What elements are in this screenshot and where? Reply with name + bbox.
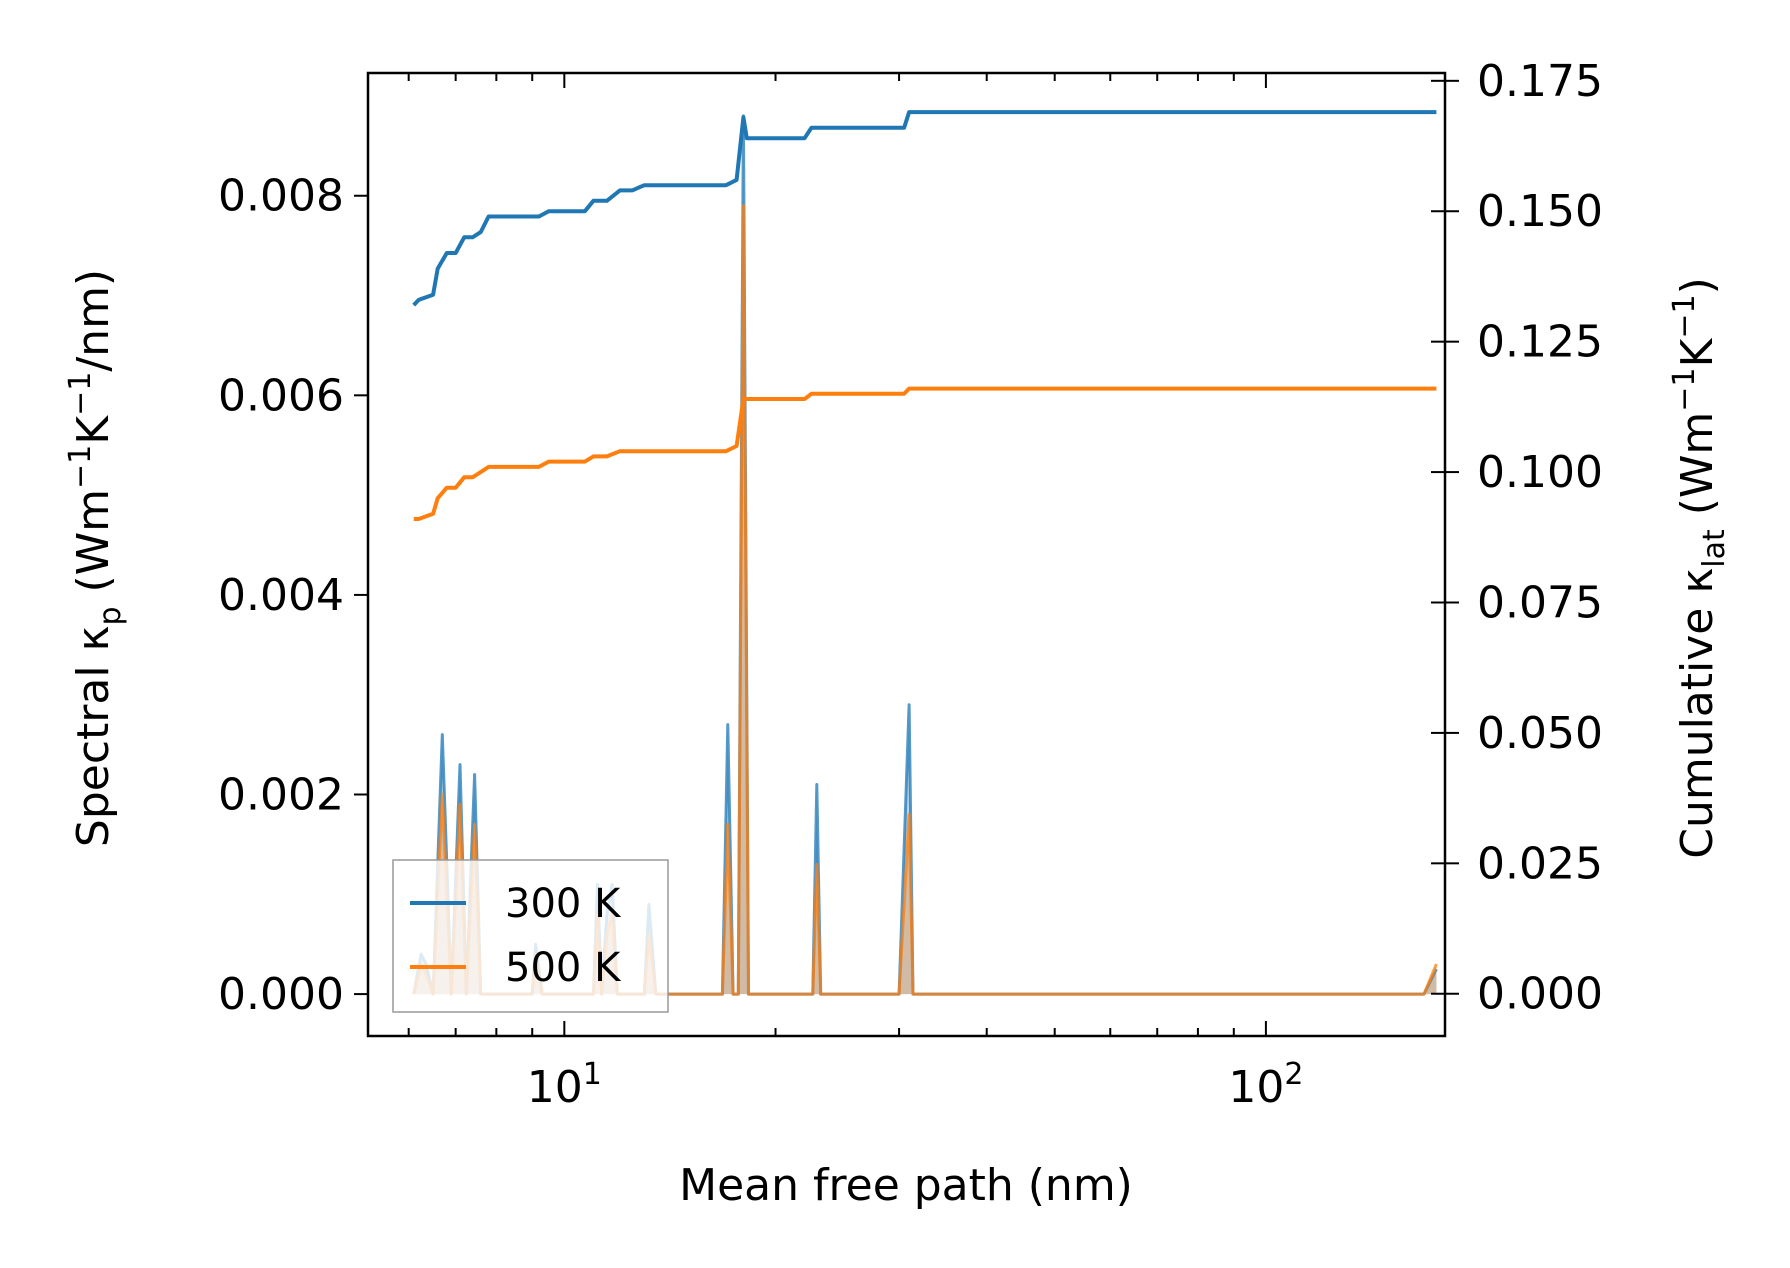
plot-frame [366,71,1447,1038]
y-right-axis-title: Cumulative κlat (Wm−1K−1) [1667,277,1732,859]
y-right-tick-label: 0.175 [1477,56,1603,107]
legend-label-500k: 500 K [505,945,622,991]
y-right-tick-label: 0.150 [1477,186,1603,237]
legend: 300 K 500 K [392,859,669,1013]
ticks-layer [354,73,1459,1036]
legend-label-300k: 300 K [505,881,622,927]
y-right-tick-label: 0.000 [1477,969,1603,1020]
x-tick-label: 101 [527,1057,602,1113]
x-tick-label: 102 [1228,1057,1303,1113]
y-left-tick-label: 0.006 [218,370,344,421]
cumulative-line-500k [413,386,1437,521]
y-left-axis-title: Spectral κp (Wm−1K−1/nm) [63,269,128,847]
y-right-tick-label: 0.025 [1477,838,1603,889]
x-axis-title: Mean free path (nm) [679,1160,1133,1211]
y-right-tick-label: 0.075 [1477,577,1603,628]
y-left-tick-label: 0.002 [218,770,344,821]
y-left-tick-label: 0.008 [218,171,344,222]
legend-box [392,859,669,1013]
y-left-tick-label: 0.004 [218,570,344,621]
cumulative-line-300k [412,110,1437,307]
y-left-tick-label: 0.000 [218,969,344,1020]
y-right-tick-label: 0.050 [1477,708,1603,759]
y-right-tick-label: 0.125 [1477,317,1603,368]
labels-layer: 101 102 0.000 0.002 0.004 0.006 0.008 0.000 0.02… [218,56,1603,1113]
y-right-tick-label: 0.100 [1477,447,1603,498]
